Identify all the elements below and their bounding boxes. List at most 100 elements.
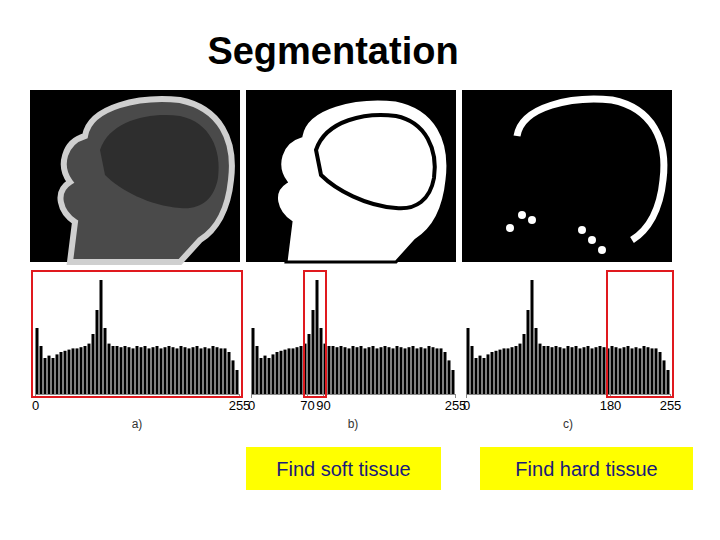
histogram-bar <box>619 348 622 394</box>
tick-label: 0 <box>32 398 39 413</box>
histogram-bar <box>272 354 275 394</box>
histogram-bar <box>495 351 498 394</box>
histogram-bar <box>348 348 351 394</box>
histogram-bar <box>627 346 630 394</box>
histogram-bar <box>204 347 207 394</box>
histogram-bar <box>440 348 443 394</box>
histogram-bar <box>208 348 211 394</box>
histogram-bar <box>591 348 594 394</box>
histogram-bar <box>587 346 590 394</box>
tick: 0 <box>463 394 470 413</box>
histogram-bar <box>236 370 239 394</box>
soft-tissue-mask <box>277 99 448 262</box>
histogram-bar <box>84 346 87 394</box>
tick-label: 0 <box>248 398 255 413</box>
histogram-bar <box>40 346 43 394</box>
histogram-bar <box>543 346 546 394</box>
histogram-bar <box>76 348 79 394</box>
ct-image <box>30 90 240 262</box>
histogram-bar <box>571 347 574 394</box>
histogram-bar <box>487 354 490 394</box>
histogram-bar <box>56 354 59 394</box>
histogram-bar <box>663 360 666 394</box>
histogram-bar <box>515 346 518 394</box>
histogram-bar <box>567 346 570 394</box>
histogram-bar <box>555 346 558 394</box>
histogram-bar <box>116 346 119 394</box>
histogram-bar <box>52 358 55 394</box>
histogram-bar <box>140 347 143 394</box>
histogram-bar <box>308 334 311 394</box>
tick-label: 0 <box>463 398 470 413</box>
histogram-bar <box>479 356 482 394</box>
brain <box>100 115 219 208</box>
tick-label: 90 <box>316 398 330 413</box>
histogram-bar <box>112 346 115 394</box>
axis-label: c) <box>563 417 573 431</box>
histogram-bar <box>180 346 183 394</box>
histogram-bar <box>527 310 530 394</box>
histogram-bar <box>483 358 486 394</box>
histogram-bar <box>432 347 435 394</box>
histogram-bar <box>152 347 155 394</box>
histogram-bar <box>631 348 634 394</box>
histogram-bar <box>260 358 263 394</box>
caption-box <box>480 447 693 490</box>
selection-box <box>32 271 242 397</box>
head <box>61 99 232 262</box>
caption-text: Find hard tissue <box>515 458 657 480</box>
histogram-bar <box>511 347 514 394</box>
histogram-bar <box>292 348 295 394</box>
histogram-bar <box>88 344 91 394</box>
ct-image <box>246 90 456 262</box>
histogram-bar <box>60 352 63 394</box>
x-axis: 07090255 <box>248 394 466 413</box>
histogram-bar <box>200 348 203 394</box>
histogram-bar <box>340 346 343 394</box>
histogram-bar <box>108 344 111 394</box>
bone-fragment <box>506 224 514 232</box>
histogram-bar <box>436 348 439 394</box>
bone-fragment <box>598 246 606 254</box>
histogram-bar <box>80 347 83 394</box>
histogram-bar <box>372 346 375 394</box>
histogram-bar <box>599 346 602 394</box>
tick-label: 70 <box>300 398 314 413</box>
histogram-bar <box>132 348 135 394</box>
histogram-bar <box>643 346 646 394</box>
tick-label: 180 <box>600 398 622 413</box>
image-background <box>462 90 672 262</box>
histogram-bar <box>164 347 167 394</box>
histogram-bar <box>288 348 291 394</box>
histogram-bar <box>264 356 267 394</box>
histogram-bar <box>491 352 494 394</box>
histogram-bar <box>224 348 227 394</box>
histogram-bar <box>156 346 159 394</box>
histogram-bar <box>328 346 331 394</box>
bone-fragment <box>528 216 536 224</box>
histogram-bar <box>408 347 411 394</box>
histogram-bar <box>535 328 538 394</box>
histogram-bar <box>471 346 474 394</box>
histogram-bar <box>160 348 163 394</box>
histogram-bar <box>651 348 654 394</box>
histogram-bar <box>252 328 255 394</box>
histogram-bar <box>344 347 347 394</box>
histogram-bar <box>144 346 147 394</box>
histogram-bar <box>92 334 95 394</box>
tick: 0 <box>248 394 255 413</box>
caption-text: Find soft tissue <box>276 458 411 480</box>
histogram-bar <box>392 348 395 394</box>
histogram-bar <box>639 348 642 394</box>
histogram-bar <box>416 348 419 394</box>
histogram-bar <box>192 347 195 394</box>
histogram: 07090255b) <box>248 271 466 431</box>
bars <box>467 280 670 394</box>
histogram: 0255a) <box>32 271 250 431</box>
histogram-bar <box>220 348 223 394</box>
histogram-bar <box>336 347 339 394</box>
histogram-bar <box>575 346 578 394</box>
histogram-bar <box>212 346 215 394</box>
caption: Find hard tissue <box>480 447 693 490</box>
selection-box <box>304 271 326 397</box>
